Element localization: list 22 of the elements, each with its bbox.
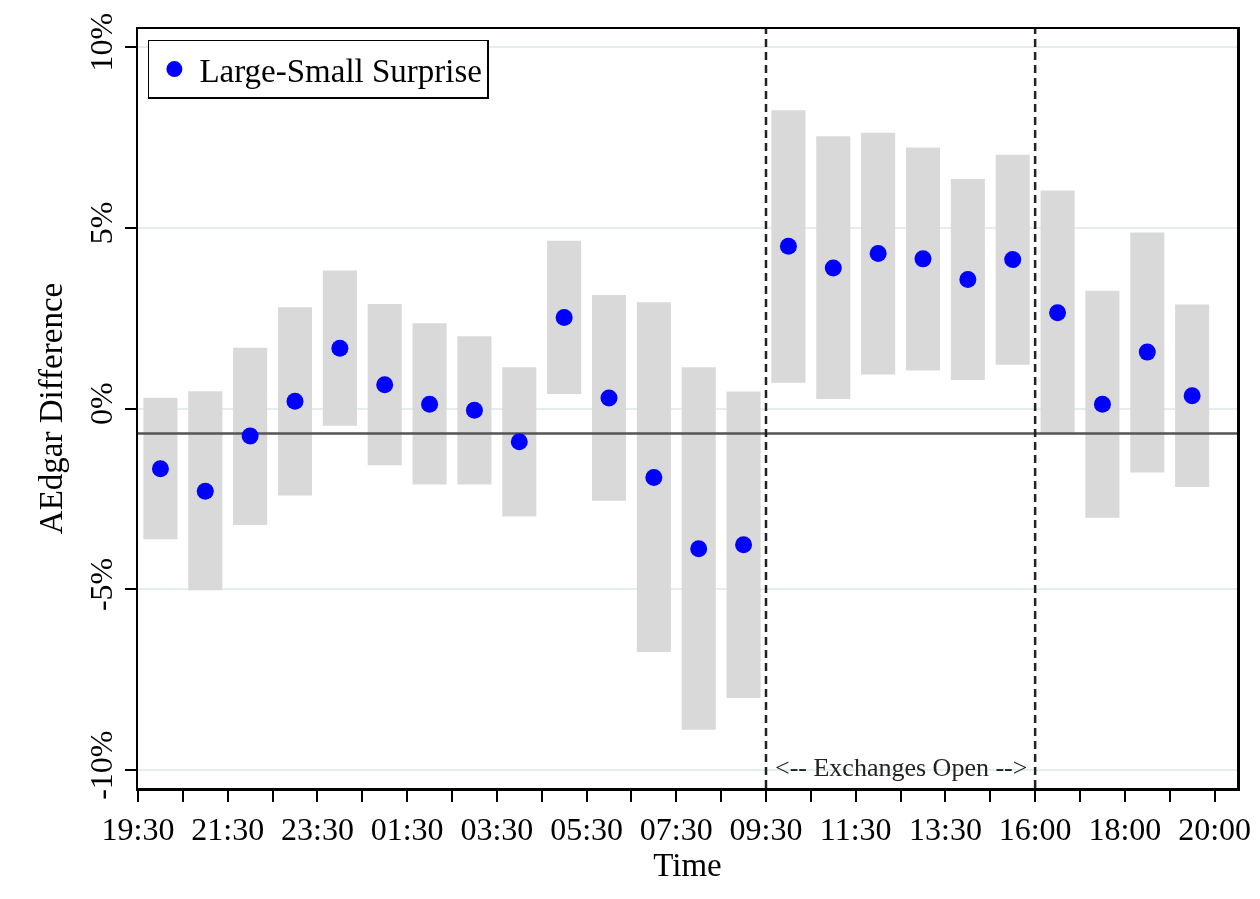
x-tick-label: 20:00	[1178, 810, 1252, 847]
x-tick-label: 23:30	[280, 810, 354, 847]
x-tick-label: 05:30	[550, 810, 624, 847]
y-tick-label: 10%	[82, 12, 119, 72]
x-tick-label: 13:30	[908, 810, 982, 847]
y-axis-title: AEdgar Difference	[33, 282, 70, 535]
legend-label: Large-Small Surprise	[199, 52, 482, 89]
x-tick-label: 11:30	[819, 810, 892, 847]
x-tick-label: 07:30	[639, 810, 713, 847]
annotation: <-- Exchanges Open -->	[775, 753, 1028, 782]
x-tick-label: 18:00	[1088, 810, 1162, 847]
x-tick-label: 09:30	[729, 810, 803, 847]
y-tick-label: 0%	[82, 382, 119, 426]
y-tick-label: -5%	[82, 557, 119, 612]
x-tick-label: 03:30	[460, 810, 534, 847]
x-axis-title: Time	[653, 846, 722, 883]
x-tick-label: 19:30	[101, 810, 175, 847]
y-tick-label: -10%	[82, 730, 119, 800]
y-tick-label: 5%	[82, 201, 119, 245]
x-tick-label: 01:30	[370, 810, 444, 847]
x-tick-label: 21:30	[191, 810, 265, 847]
x-tick-label: 16:00	[998, 810, 1072, 847]
